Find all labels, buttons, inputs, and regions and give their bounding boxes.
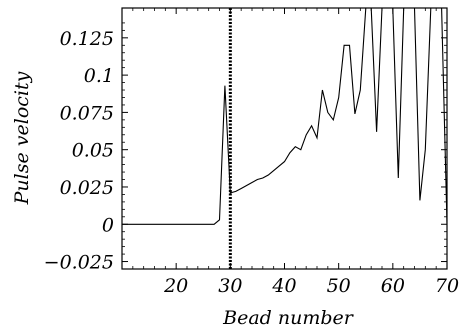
y-tick-label: 0.025 [60,177,114,199]
x-axis-label: Bead number [222,307,355,329]
plot-layer: 20 30 40 50 60 70 −0.025 0 0.025 0.05 0.075 0.1 0.12… [44,7,459,297]
y-tick-label: 0.125 [60,28,114,50]
x-tick-label: 30 [218,275,242,297]
x-tick-label: 40 [271,275,296,297]
x-tick-label: 70 [435,275,459,297]
y-tick-label: 0.1 [84,65,114,87]
y-tick-label: 0 [102,214,114,236]
y-tick-label: 0.075 [60,102,114,124]
y-tick-label: −0.025 [44,252,114,274]
y-tick-label: 0.05 [72,140,114,162]
plot-frame [121,7,448,270]
x-tick-label: 20 [163,275,188,297]
x-tick-label: 50 [327,275,351,297]
pulse-velocity-line [122,8,447,225]
x-tick-label: 60 [381,275,405,297]
y-axis-label: Pulse velocity [11,71,33,205]
